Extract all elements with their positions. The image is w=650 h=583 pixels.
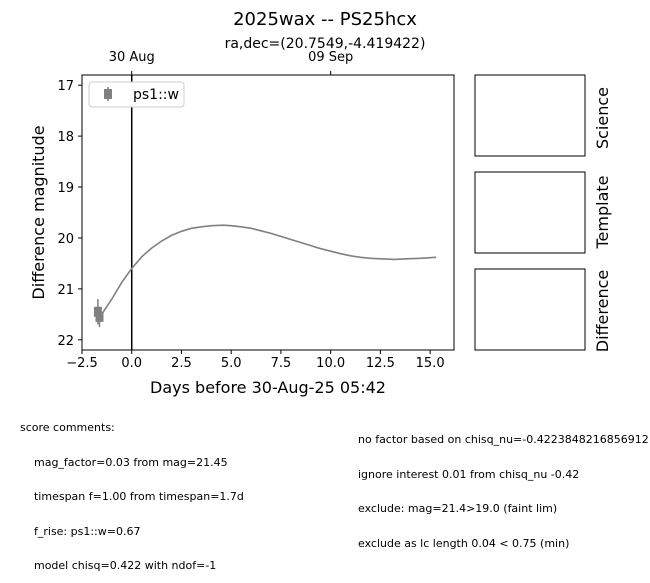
image-panels: Science Template Difference [474, 74, 612, 352]
top-axis-tick-label: 09 Sep [308, 50, 353, 65]
y-tick-label: 22 [57, 334, 74, 349]
legend-label: ps1::w [133, 87, 179, 103]
y-tick-label: 17 [57, 79, 74, 94]
y-tick-label: 20 [57, 232, 74, 247]
x-tick-label: 12.5 [366, 356, 395, 371]
comment-line: ignore interest 0.01 from chisq_nu -0.42 [358, 467, 580, 481]
x-tick-label: 15.0 [416, 356, 445, 371]
template-panel-label: Template [593, 175, 612, 249]
top-axis-tick-label: 30 Aug [109, 50, 155, 65]
comment-line: exclude: mag=21.4>19.0 (faint lim) [358, 502, 558, 515]
plot-area-frame [81, 74, 455, 351]
comment-line: mag_factor=0.03 from mag=21.45 [20, 455, 228, 469]
comment-line: score comments: [20, 421, 115, 434]
plot-points-layer [93, 299, 104, 328]
comment-line: no factor based on chisq_nu=-0.422384821… [358, 433, 649, 446]
x-axis-label: Days before 30-Aug-25 05:42 [150, 378, 386, 397]
chart-subtitle: ra,dec=(20.7549,-4.419422) [225, 36, 426, 52]
legend-marker [104, 89, 112, 99]
model-curve-line [99, 224, 437, 318]
difference-panel [474, 268, 586, 351]
score-comments: score comments: mag_factor=0.03 from mag… [20, 399, 244, 583]
science-panel [474, 74, 586, 157]
legend: ps1::w [88, 81, 185, 108]
comment-line: model chisq=0.422 with ndof=-1 [20, 559, 217, 572]
exclusion-comments: no factor based on chisq_nu=-0.422384821… [358, 411, 650, 561]
template-panel [474, 171, 586, 254]
x-tick-label: 7.5 [271, 356, 292, 371]
science-panel-label: Science [593, 87, 612, 149]
x-tick-label: 2.5 [171, 356, 192, 371]
x-tick-label: −2.5 [66, 356, 98, 371]
difference-panel-label: Difference [593, 270, 612, 352]
comment-line: timespan f=1.00 from timespan=1.7d [20, 490, 244, 503]
data-point [93, 306, 102, 317]
x-tick-label: 10.0 [316, 356, 345, 371]
comment-line: exclude as lc length 0.04 < 0.75 (min) [358, 536, 570, 550]
x-tick-label: 0.0 [121, 356, 142, 371]
light-curve-figure: 2025wax -- PS25hcx ra,dec=(20.7549,-4.41… [29, 9, 612, 397]
legend-box [88, 81, 185, 108]
y-tick-label: 19 [57, 181, 74, 196]
y-tick-label: 21 [57, 283, 74, 298]
x-tick-label: 5.0 [221, 356, 242, 371]
plot-lines-layer [99, 75, 437, 350]
axis-ticks-layer: −2.5 0.0 2.5 5.0 7.5 10.0 12.5 15.0 17 18 19 20 21 22… [57, 50, 444, 371]
y-tick-label: 18 [57, 130, 74, 145]
data-point [95, 311, 104, 322]
y-axis-label: Difference magnitude [29, 125, 48, 299]
comment-line: f_rise: ps1::w=0.67 [20, 524, 141, 538]
chart-title: 2025wax -- PS25hcx [233, 9, 417, 30]
